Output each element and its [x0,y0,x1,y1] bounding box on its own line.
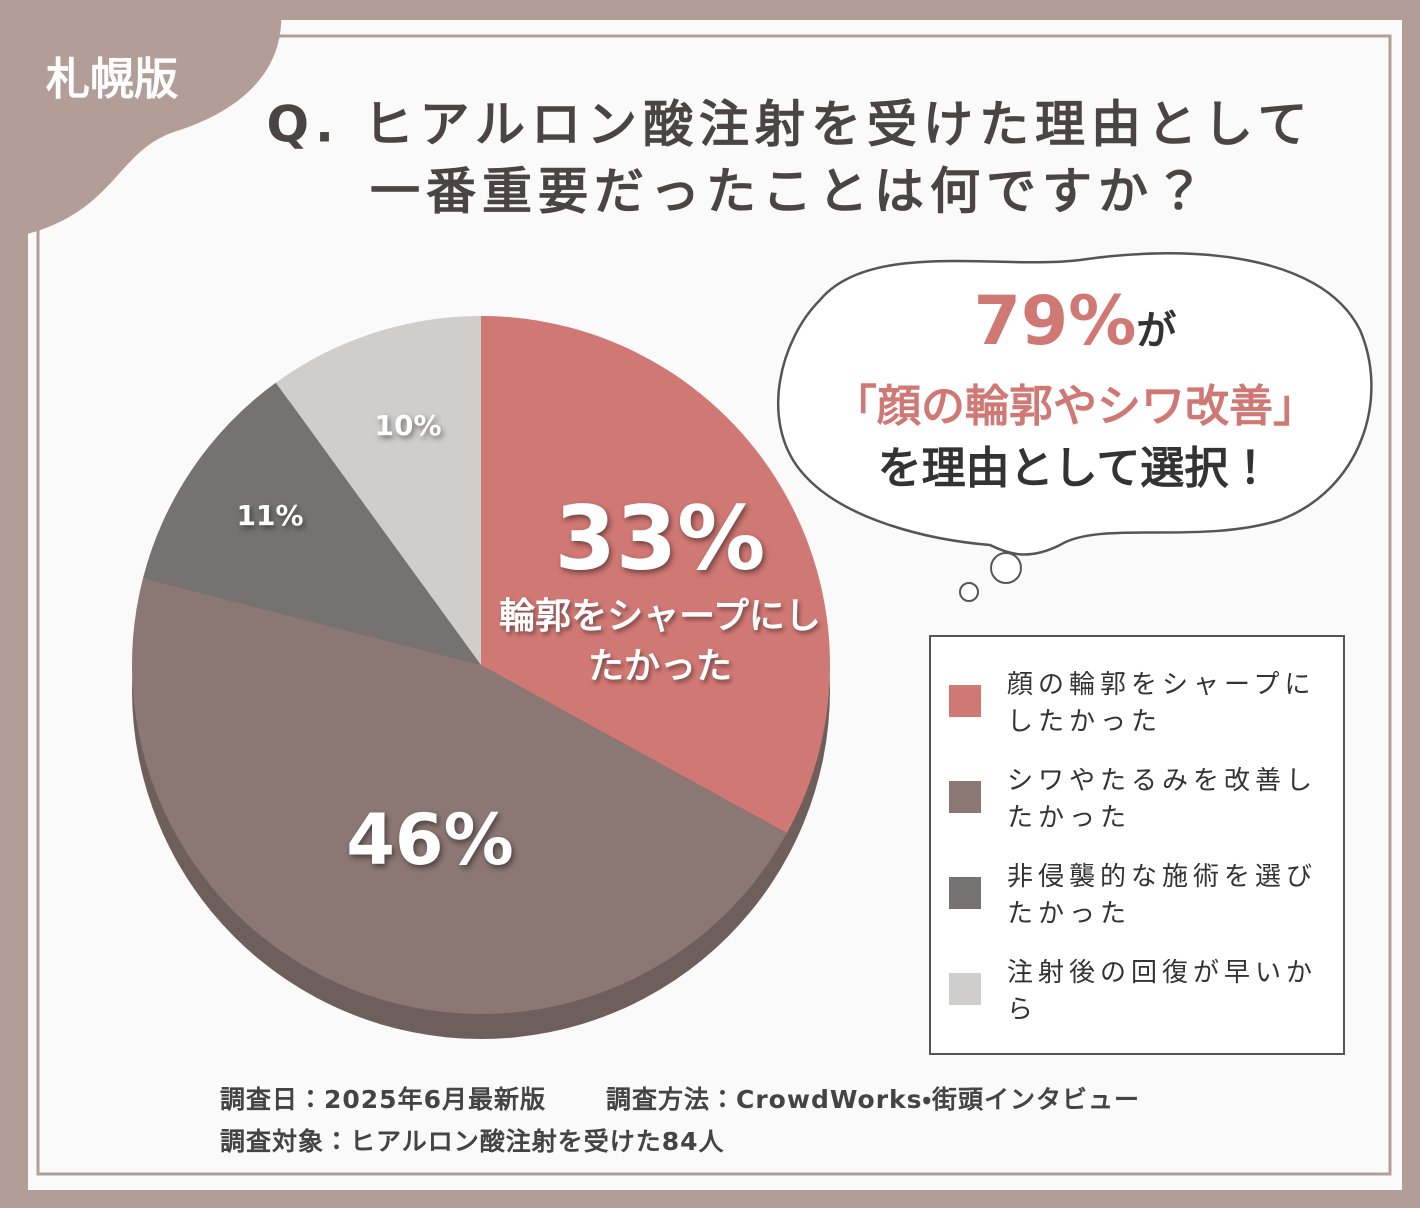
data-label: 11% [236,499,303,532]
data-label: 33% [555,487,766,590]
legend-label: シワやたるみを改善したかった [1007,766,1318,833]
pie-slice [131,578,787,1015]
footer-method: 調査方法：CrowdWorks・街頭インタビュー [606,1085,1141,1114]
legend-swatch [949,877,981,909]
callout-line: 79%が [780,282,1370,361]
badge: 札幌版 [46,54,179,105]
callout-figure: 79% [973,282,1137,361]
legend-swatch [949,685,981,717]
footer-target: 調査対象：ヒアルロン酸注射を受けた84人 [220,1127,725,1156]
legend-label: 顔の輪郭をシャープにしたかった [1007,670,1316,737]
legend-item: 非侵襲的な施術を選びたかった [949,859,1343,933]
data-label: 46% [346,799,514,881]
pie: 33% 46% 11% 10% [131,316,830,1015]
slice-annotation: 輪郭をシャープにしたかった [499,596,821,687]
pie-slice [275,316,481,665]
legend-swatch [949,973,981,1005]
badge-shape [0,0,282,240]
callout-bubble [776,252,1373,556]
callout-dot [990,552,1022,584]
legend-swatch [949,781,981,813]
panel-border [36,34,1392,1176]
legend: 顔の輪郭をシャープにしたかった シワやたるみを改善したかった 非侵襲的な施術を選びた… [929,635,1345,1055]
callout-tail: を理由として選択！ [877,443,1273,494]
pie-slice [142,382,481,665]
pie-slice [481,316,830,834]
callout-highlight: 「顔の輪郭やシワ改善」 [833,381,1317,432]
data-label: 10% [374,409,441,442]
callout-dot [959,582,979,602]
legend-label: 非侵襲的な施術を選びたかった [1007,862,1318,929]
chart-title: 一番重要だったことは何ですか？ [370,163,1210,221]
footer-date: 調査日：2025年6月最新版 [220,1085,546,1114]
legend-item: 顔の輪郭をシャープにしたかった [949,667,1343,741]
legend-item: シワやたるみを改善したかった [949,763,1343,837]
chart-title: Q. ヒアルロン酸注射を受けた理由として [267,96,1314,154]
legend-label: 注射後の回復が早いから [1007,958,1318,1025]
legend-item: 注射後の回復が早いから [949,955,1343,1029]
callout-particle: が [1136,308,1177,354]
